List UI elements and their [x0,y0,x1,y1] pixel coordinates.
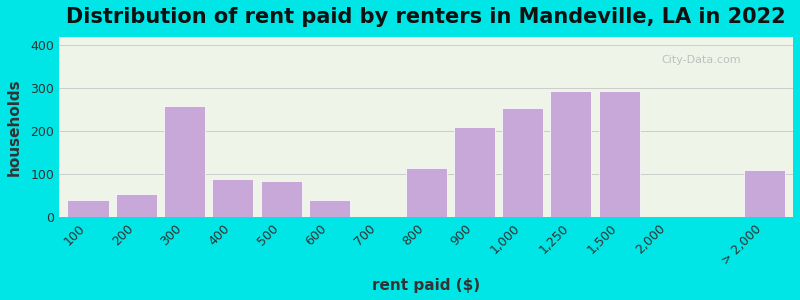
Bar [309,200,350,217]
Text: City-Data.com: City-Data.com [661,55,741,65]
Bar [164,106,205,217]
Bar [261,181,302,217]
Bar [550,91,591,217]
Bar [67,200,109,217]
Title: Distribution of rent paid by renters in Mandeville, LA in 2022: Distribution of rent paid by renters in … [66,7,786,27]
Bar [598,91,640,217]
Bar [406,168,446,217]
Bar [502,108,543,217]
Bar [454,127,495,217]
Bar [212,178,254,217]
Bar [743,170,785,217]
X-axis label: rent paid ($): rent paid ($) [372,278,480,293]
Y-axis label: households: households [7,78,22,176]
Bar [116,194,157,217]
